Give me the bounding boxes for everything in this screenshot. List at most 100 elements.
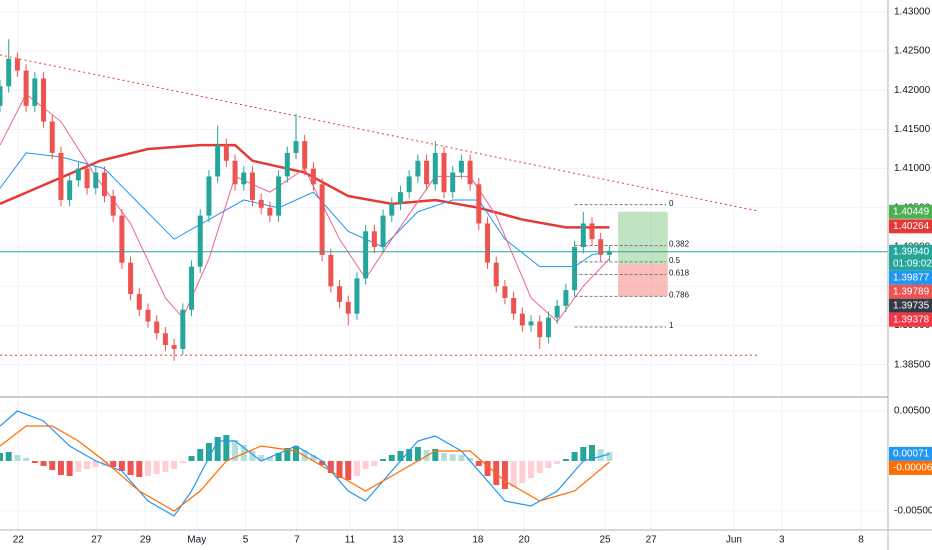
candle-body	[519, 313, 525, 326]
candle-body	[424, 160, 430, 185]
candle-body	[75, 168, 81, 181]
candle-body	[371, 231, 377, 248]
price-label-box	[889, 298, 932, 313]
histogram-bar	[536, 461, 543, 473]
target-zone	[618, 211, 668, 265]
histogram-bar	[589, 445, 595, 461]
candle-body	[502, 286, 508, 298]
histogram-bar	[153, 461, 160, 474]
histogram-bar	[319, 461, 326, 465]
x-tick-label: 27	[91, 535, 103, 546]
histogram-bar	[205, 443, 212, 461]
histogram-bar	[214, 437, 221, 461]
x-tick-label: 20	[519, 535, 531, 546]
stop-zone	[618, 264, 668, 297]
price-label-box	[889, 270, 932, 285]
histogram-bar	[597, 449, 604, 461]
histogram-bar	[0, 453, 3, 461]
histogram-bar	[327, 461, 334, 473]
histogram-bar	[110, 461, 117, 467]
histogram-bar	[554, 461, 561, 464]
price-label-box	[889, 204, 932, 219]
candle-body	[302, 141, 308, 169]
price-label-box	[889, 284, 932, 299]
y-tick-label: -0.00500	[894, 506, 932, 517]
candle-body	[171, 345, 177, 349]
histogram-bar	[449, 454, 456, 461]
x-tick-label: 11	[345, 535, 356, 546]
y-tick-label: 0.00500	[894, 406, 931, 417]
histogram-bar	[92, 461, 99, 467]
candle-body	[380, 215, 386, 248]
candle-body	[67, 180, 73, 200]
histogram-bar	[57, 461, 64, 475]
histogram-bar	[179, 461, 186, 463]
candle-body	[572, 247, 578, 291]
price-label: 1.39877	[893, 272, 930, 283]
histogram-bar	[232, 440, 239, 461]
candle-body	[554, 305, 560, 318]
candle-body	[136, 294, 142, 310]
indicator-line	[0, 152, 610, 268]
histogram-bar	[145, 461, 151, 476]
candle-body	[467, 160, 473, 185]
histogram-bar	[171, 461, 178, 469]
histogram-bar	[562, 459, 569, 461]
indicator-line	[0, 143, 610, 229]
histogram-bar	[580, 447, 587, 461]
histogram-bar	[510, 461, 517, 487]
candle-body	[197, 215, 203, 267]
histogram-bar	[84, 461, 91, 469]
candle-body	[432, 152, 438, 185]
candle-body	[276, 176, 282, 216]
y-tick-label: 1.41000	[894, 163, 931, 174]
price-label-box	[889, 219, 932, 234]
histogram-bar	[432, 449, 439, 461]
candle-body	[58, 152, 64, 200]
histogram-bar	[528, 461, 535, 478]
histogram-bar	[414, 447, 421, 461]
histogram-bar	[345, 461, 352, 480]
histogram-bar	[362, 461, 369, 469]
candle-body	[476, 184, 482, 224]
histogram-bar	[266, 457, 273, 461]
candle-body	[345, 301, 351, 314]
candle-body	[14, 58, 20, 71]
histogram-bar	[5, 452, 12, 461]
histogram-bar	[501, 461, 508, 489]
x-tick-label: May	[187, 535, 206, 546]
histogram-bar	[310, 455, 317, 461]
histogram-bar	[353, 461, 360, 476]
fib-label: 1	[669, 321, 674, 330]
candle-body	[84, 168, 90, 189]
y-tick-label: 1.43000	[894, 6, 931, 17]
x-tick-label: 25	[599, 535, 611, 546]
candle-body	[537, 321, 543, 338]
fib-label: 0.382	[669, 240, 690, 249]
candle-body	[458, 160, 464, 173]
candle-body	[128, 262, 134, 295]
histogram-bar	[397, 451, 404, 461]
candle-body	[397, 192, 403, 204]
trendline	[0, 54, 758, 212]
candle-body	[23, 70, 29, 106]
x-tick-label: 3	[779, 535, 785, 546]
candle-body	[563, 290, 569, 306]
histogram-bar	[258, 455, 265, 461]
candle-body	[241, 172, 247, 185]
candle-body	[223, 145, 229, 161]
histogram-bar	[223, 435, 230, 461]
histogram-bar	[40, 461, 47, 466]
candle-body	[441, 152, 447, 193]
fib-label: 0	[669, 199, 674, 208]
price-label-box	[889, 460, 932, 475]
x-tick-label: 18	[472, 535, 484, 546]
histogram-bar	[136, 461, 143, 477]
histogram-bar	[484, 461, 491, 476]
candle-body	[93, 172, 99, 189]
histogram-bar	[162, 461, 169, 472]
candle-body	[267, 207, 273, 216]
candle-body	[328, 254, 334, 287]
histogram-bar	[188, 456, 195, 461]
